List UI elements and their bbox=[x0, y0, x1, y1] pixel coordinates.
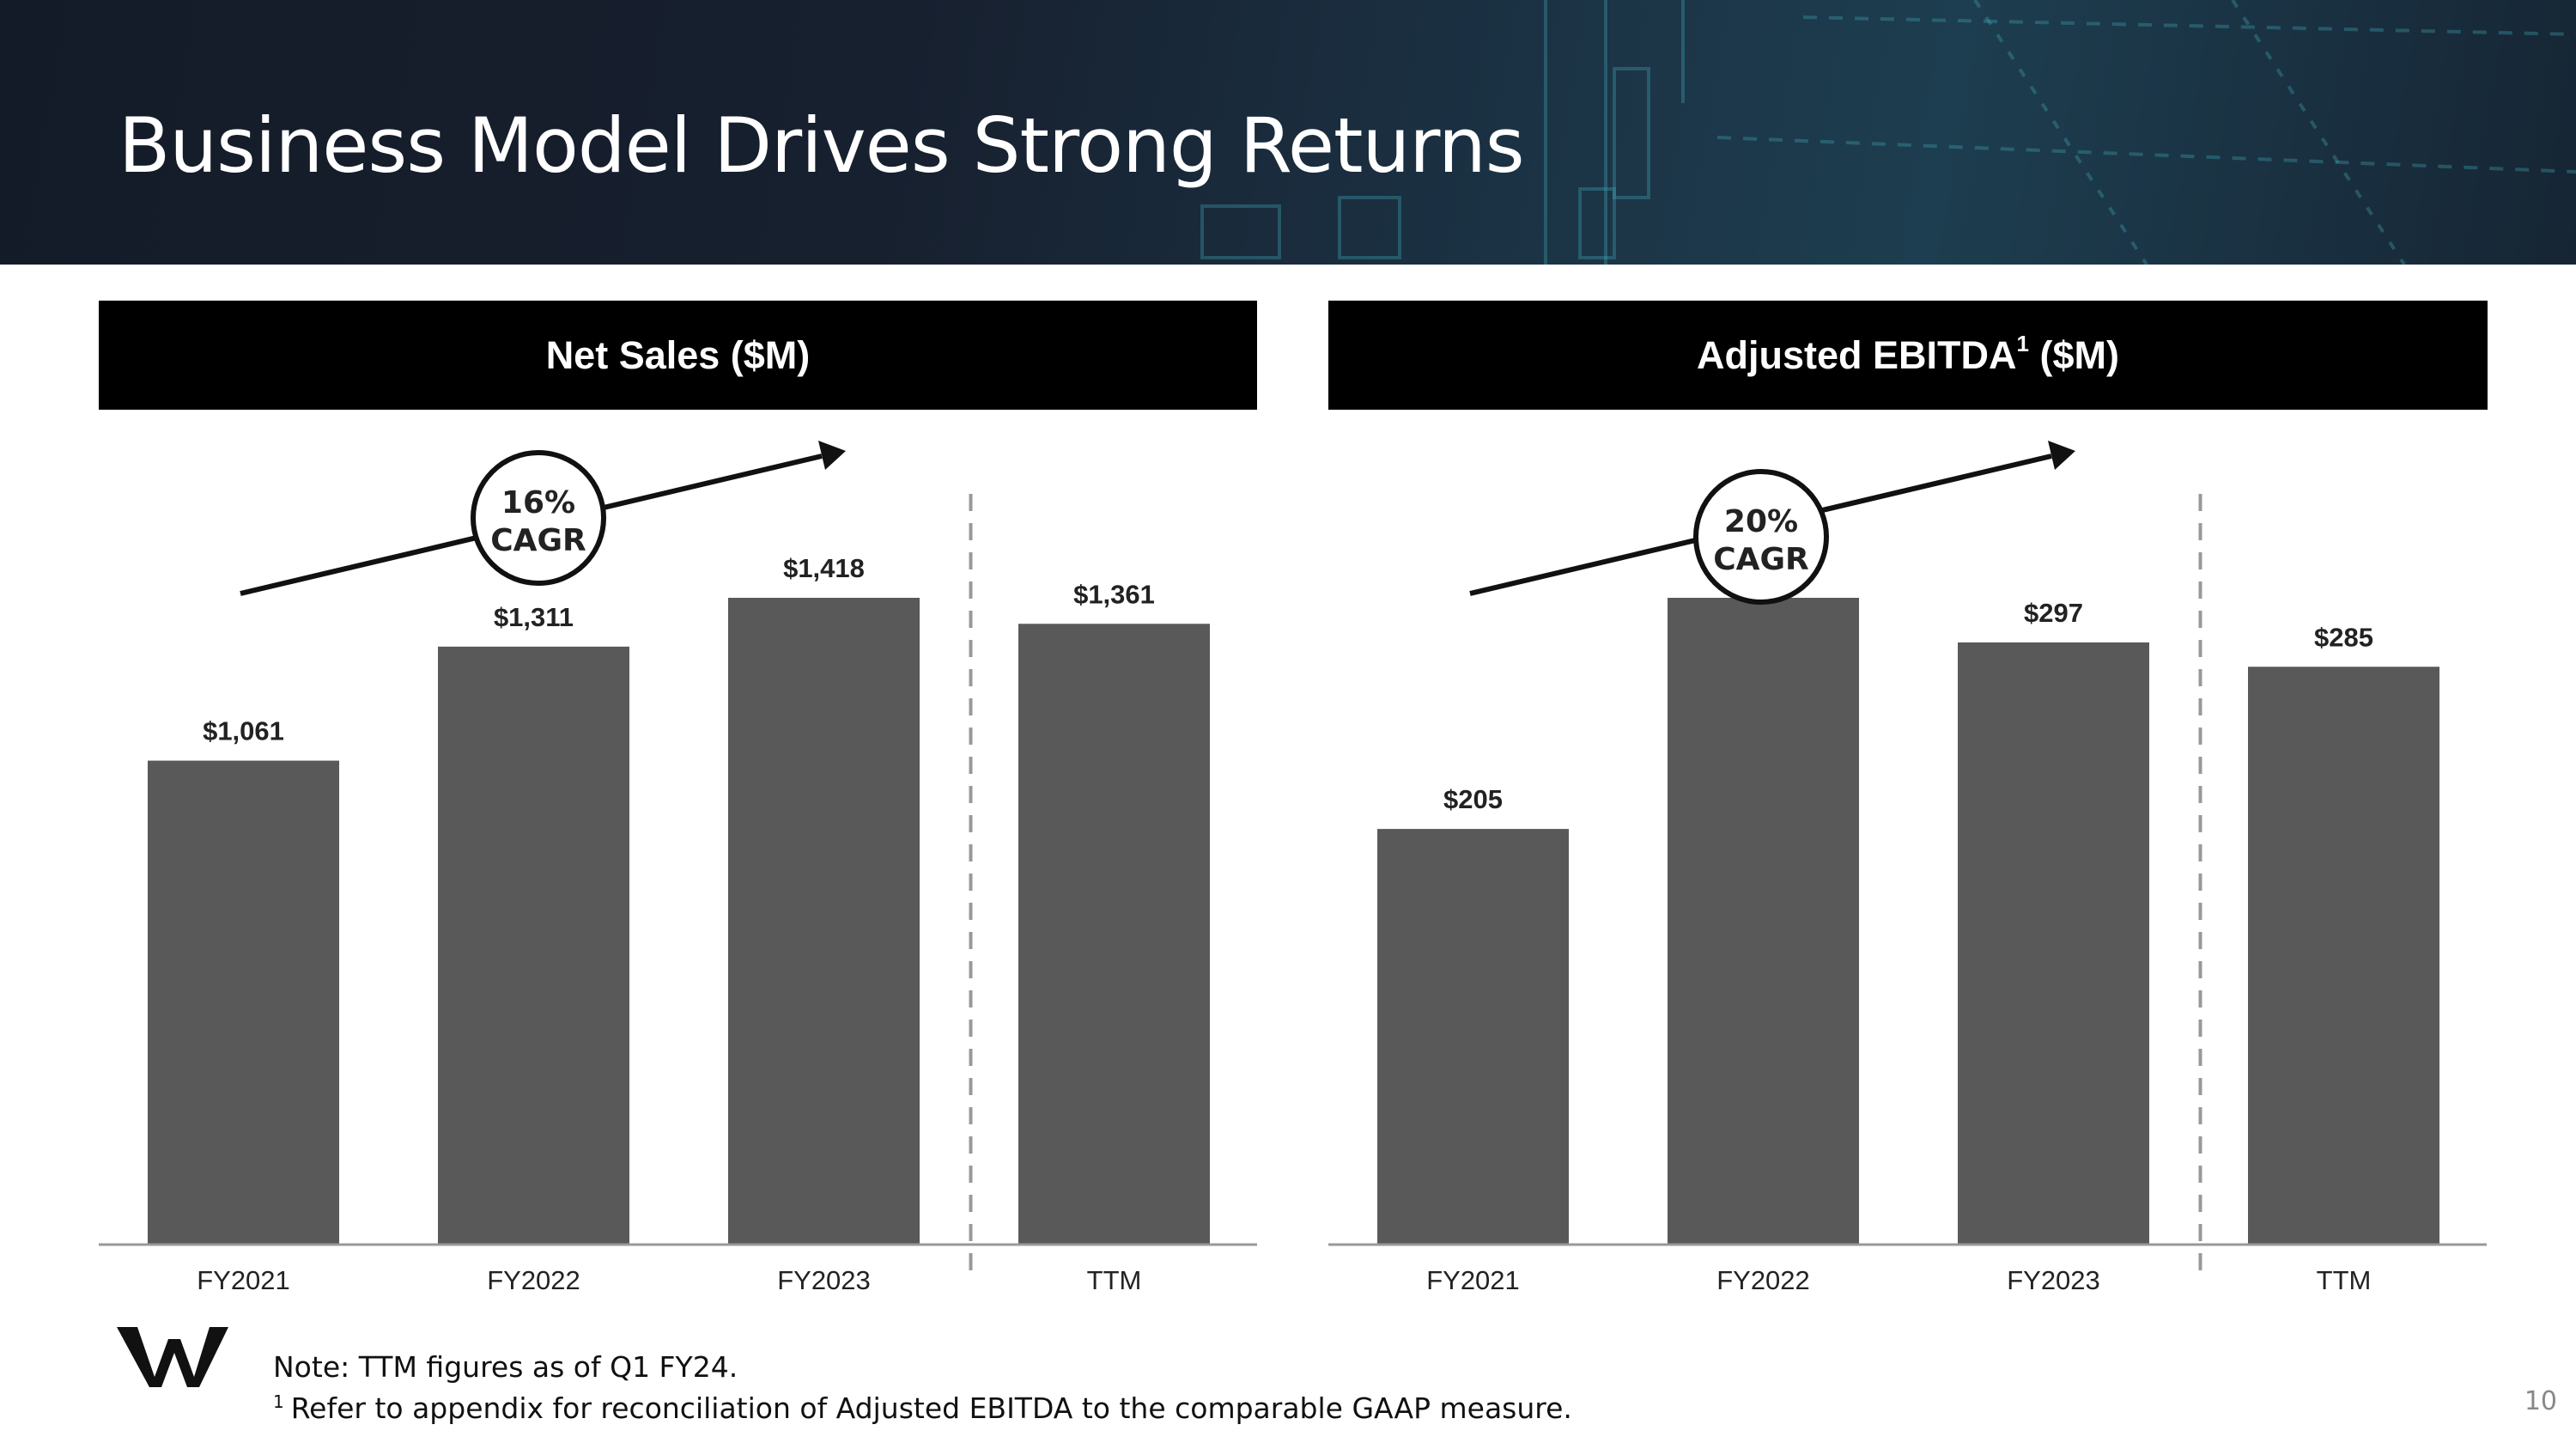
x-tick-fy2022: FY2022 bbox=[487, 1265, 580, 1295]
cagr-circle bbox=[1693, 469, 1829, 605]
x-tick-ttm: TTM bbox=[1087, 1265, 1142, 1295]
data-label-fy2022: $1,311 bbox=[494, 602, 574, 632]
cagr-arrow-head bbox=[2048, 441, 2075, 470]
data-label-ttm: $285 bbox=[2314, 622, 2373, 652]
bar-fy2023 bbox=[1958, 642, 2149, 1245]
bar-fy2023 bbox=[728, 598, 920, 1245]
cagr-percent: 16% bbox=[501, 485, 575, 521]
net-sales-title: Net Sales ($M) bbox=[545, 332, 811, 377]
company-logo bbox=[117, 1327, 228, 1387]
bar-ttm bbox=[1018, 624, 1210, 1245]
ebitda-chart: $205FY2021$319FY2022$297FY2023$285TTM20%… bbox=[1328, 441, 2487, 1295]
data-label-ttm: $1,361 bbox=[1073, 579, 1155, 609]
data-label-fy2021: $1,061 bbox=[203, 716, 284, 746]
cagr-circle bbox=[471, 450, 606, 586]
bar-ttm bbox=[2248, 667, 2439, 1245]
ebitda-footnote: 1 Refer to appendix for reconciliation of… bbox=[273, 1391, 1572, 1425]
ebitda-title: Adjusted EBITDA1 ($M) bbox=[1697, 330, 2119, 377]
ttm-note: Note: TTM figures as of Q1 FY24. bbox=[273, 1350, 738, 1384]
stock-chart-background bbox=[1200, 0, 2576, 265]
footnotes: Note: TTM figures as of Q1 FY24. 1 Refer … bbox=[273, 1350, 1572, 1426]
x-tick-fy2021: FY2021 bbox=[197, 1265, 290, 1295]
net-sales-panel-header: Net Sales ($M) bbox=[99, 301, 1257, 410]
cagr-arrow-head bbox=[818, 441, 846, 470]
x-tick-fy2021: FY2021 bbox=[1426, 1265, 1520, 1295]
x-tick-ttm: TTM bbox=[2317, 1265, 2372, 1295]
cagr-percent: 20% bbox=[1724, 504, 1798, 539]
page-number: 10 bbox=[2524, 1386, 2557, 1416]
data-label-fy2023: $1,418 bbox=[783, 553, 865, 583]
bar-fy2021 bbox=[1377, 829, 1569, 1245]
bar-fy2022 bbox=[1668, 598, 1859, 1245]
net-sales-chart: $1,061 FY2021 $1,311 FY2022 $1,418 FY2023 $1,3… bbox=[99, 441, 1257, 1295]
bar-fy2021 bbox=[148, 760, 339, 1245]
footnote-marker: 1 bbox=[2016, 330, 2029, 356]
ebitda-panel-header: Adjusted EBITDA1 ($M) bbox=[1328, 301, 2488, 410]
data-label-fy2021: $205 bbox=[1443, 784, 1503, 814]
page-title: Business Model Drives Strong Returns bbox=[118, 101, 1525, 190]
cagr-label: CAGR bbox=[1713, 542, 1809, 577]
header-banner: Business Model Drives Strong Returns bbox=[0, 0, 2576, 265]
x-tick-fy2023: FY2023 bbox=[2007, 1265, 2100, 1295]
x-tick-fy2022: FY2022 bbox=[1716, 1265, 1810, 1295]
bar-fy2022 bbox=[438, 646, 629, 1245]
data-label-fy2023: $297 bbox=[2024, 598, 2083, 628]
cagr-label: CAGR bbox=[490, 523, 586, 558]
bars: $1,061 FY2021 $1,311 FY2022 $1,418 FY2023 $1,3… bbox=[148, 553, 1210, 1295]
x-tick-fy2023: FY2023 bbox=[777, 1265, 871, 1295]
